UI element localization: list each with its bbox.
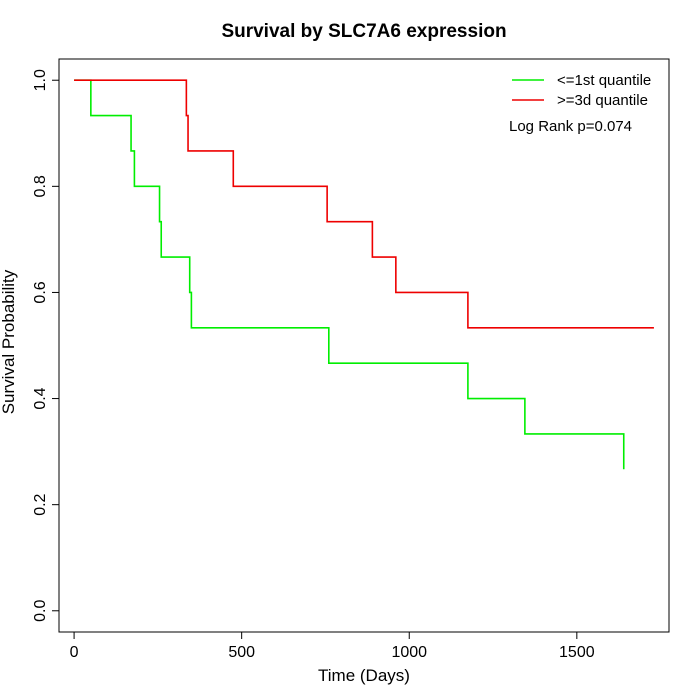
series-layer bbox=[74, 79, 654, 470]
y-tick-label: 0.2 bbox=[32, 493, 49, 515]
y-tick-label: 0.0 bbox=[32, 600, 49, 622]
y-tick-label: 0.4 bbox=[32, 387, 49, 409]
x-tick-label: 500 bbox=[228, 644, 255, 661]
x-tick-label: 0 bbox=[70, 644, 79, 661]
x-tick-label: 1500 bbox=[559, 644, 595, 661]
x-tick-label: 1000 bbox=[391, 644, 427, 661]
y-axis-label: Survival Probability bbox=[0, 269, 18, 414]
survival-curve-2 bbox=[74, 79, 654, 329]
x-axis: 0 500 1000 1500 bbox=[70, 631, 595, 661]
y-tick-label: 1.0 bbox=[32, 69, 49, 91]
chart-title: Survival by SLC7A6 expression bbox=[221, 21, 506, 42]
y-tick-label: 0.6 bbox=[32, 281, 49, 303]
legend-label: >=3d quantile bbox=[557, 92, 648, 109]
legend-label: <=1st quantile bbox=[557, 72, 651, 89]
legend: <=1st quantile >=3d quantile bbox=[512, 72, 651, 109]
x-axis-label: Time (Days) bbox=[318, 666, 410, 685]
survival-curve-1 bbox=[74, 79, 625, 470]
log-rank-annotation: Log Rank p=0.074 bbox=[509, 118, 632, 135]
plot-frame bbox=[58, 58, 670, 633]
y-axis: 0.0 0.2 0.4 0.6 0.8 1.0 bbox=[32, 69, 60, 622]
y-tick-label: 0.8 bbox=[32, 175, 49, 197]
